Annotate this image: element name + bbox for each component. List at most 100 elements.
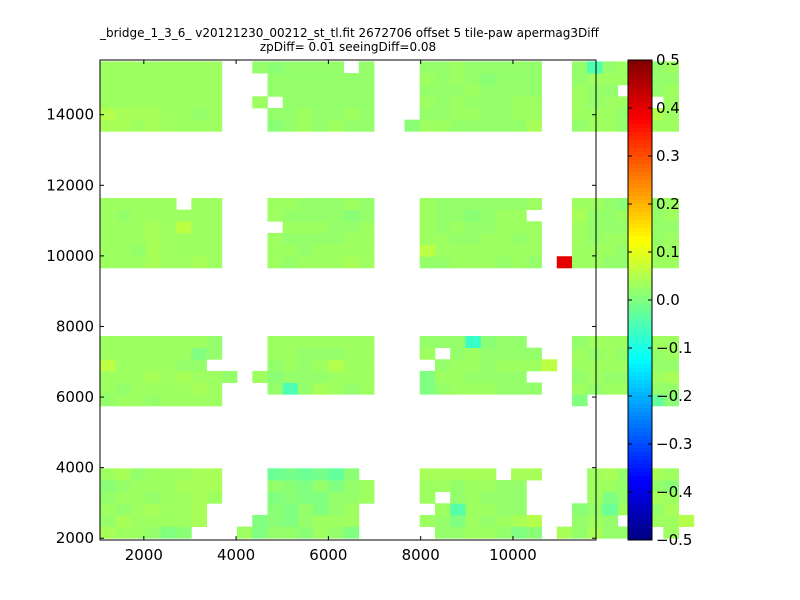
heatmap-cell [511, 526, 527, 539]
heatmap-cell [526, 256, 542, 269]
heatmap-cell [434, 336, 451, 349]
heatmap-cell [572, 336, 588, 349]
heatmap-cell [160, 491, 177, 504]
colorbar-segment [628, 156, 652, 161]
heatmap-cell [297, 491, 314, 504]
colorbar-segment [628, 440, 652, 445]
heatmap-cell [480, 359, 497, 372]
heatmap-cell [495, 108, 512, 121]
heatmap-cell [206, 198, 223, 211]
heatmap-cell [663, 359, 679, 372]
heatmap-cell [465, 61, 482, 74]
heatmap-cell [358, 382, 375, 395]
heatmap-cell [495, 73, 512, 86]
heatmap-cell [663, 347, 679, 360]
heatmap-cell [221, 370, 238, 383]
colorbar-segment [628, 300, 652, 305]
heatmap-cell [495, 84, 512, 97]
heatmap-cell [450, 84, 466, 97]
heatmap-cell [313, 232, 329, 245]
heatmap-cell [343, 73, 360, 86]
heatmap-cell [328, 108, 345, 121]
heatmap-cell [495, 359, 512, 372]
heatmap-cell [587, 491, 603, 504]
heatmap-cell [480, 503, 497, 516]
heatmap-cell [358, 347, 375, 360]
heatmap-cell [267, 503, 284, 516]
heatmap-cell [602, 209, 619, 222]
heatmap-cell [526, 96, 542, 109]
heatmap-cell [572, 119, 588, 132]
heatmap-cell [602, 503, 619, 516]
heatmap-cell [511, 382, 527, 395]
colorbar-segment [628, 292, 652, 297]
heatmap-cell [267, 256, 284, 269]
heatmap-cell [115, 336, 131, 349]
heatmap-cell [145, 336, 162, 349]
heatmap-cell [511, 370, 527, 383]
heatmap-cell [191, 232, 207, 245]
heatmap-cell [480, 336, 497, 349]
heatmap-cell [434, 480, 451, 493]
heatmap-cell [358, 244, 375, 257]
heatmap-cell [495, 491, 512, 504]
heatmap-cell [480, 370, 497, 383]
heatmap-cell [328, 359, 345, 372]
heatmap-cell [358, 108, 375, 121]
colorbar-segment [628, 68, 652, 73]
heatmap-cell [663, 73, 679, 86]
heatmap-cell [495, 119, 512, 132]
heatmap-cell [511, 221, 527, 234]
colorbar-segment [628, 308, 652, 313]
colorbar-segment [628, 236, 652, 241]
heatmap-cell [450, 526, 466, 539]
x-tick-label: 10000 [489, 546, 537, 564]
heatmap-cell [206, 256, 223, 269]
heatmap-cell [282, 119, 299, 132]
heatmap-cell [176, 209, 192, 222]
colorbar-segment [628, 88, 652, 93]
heatmap-cell [602, 108, 619, 121]
colorbar-segment [628, 248, 652, 253]
heatmap-cell [663, 221, 679, 234]
heatmap-cell [160, 370, 177, 383]
heatmap-cell [419, 480, 436, 493]
heatmap-cell [572, 503, 588, 516]
heatmap-cell [663, 526, 679, 539]
heatmap-cell [130, 96, 147, 109]
heatmap-cell [267, 514, 284, 527]
heatmap-cell [526, 108, 542, 121]
heatmap-cell [100, 468, 116, 481]
heatmap-cell [663, 503, 679, 516]
heatmap-cell [115, 73, 131, 86]
heatmap-cell [434, 108, 451, 121]
colorbar-segment [628, 448, 652, 453]
heatmap-cell [100, 347, 116, 360]
heatmap-cell [465, 73, 482, 86]
heatmap-cell [328, 347, 345, 360]
heatmap-cell [450, 256, 466, 269]
heatmap-cell [267, 468, 284, 481]
heatmap-cell [328, 61, 345, 74]
heatmap-cell [115, 468, 131, 481]
heatmap-cell [572, 244, 588, 257]
heatmap-cell [465, 480, 482, 493]
heatmap-cell [115, 84, 131, 97]
heatmap-cell [495, 244, 512, 257]
heatmap-cell [480, 198, 497, 211]
heatmap-cell [145, 394, 162, 407]
y-tick-label: 12000 [46, 176, 94, 194]
colorbar-segment [628, 244, 652, 249]
heatmap-cell [297, 198, 314, 211]
heatmap-cell [450, 96, 466, 109]
heatmap-cell [130, 244, 147, 257]
colorbar-segment [628, 240, 652, 245]
heatmap-cell [282, 336, 299, 349]
heatmap-cell [495, 256, 512, 269]
colorbar-segment [628, 136, 652, 141]
heatmap-cell [160, 244, 177, 257]
heatmap-cell [282, 514, 299, 527]
colorbar-segment [628, 76, 652, 81]
heatmap-cell [343, 347, 360, 360]
heatmap-cell [587, 198, 603, 211]
